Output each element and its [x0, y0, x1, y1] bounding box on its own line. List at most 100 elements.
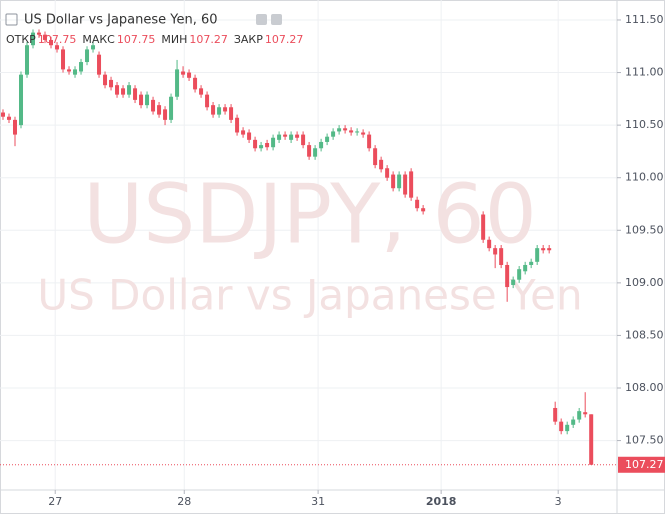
candle-body [325, 136, 330, 142]
last-price-label: 107.27 [625, 458, 664, 471]
candle-body [583, 412, 588, 415]
candle-body [391, 174, 396, 189]
candle-body [91, 45, 96, 50]
ohlc-value: 107.75 [117, 33, 156, 46]
candle-body [535, 248, 540, 262]
candle-body [223, 107, 228, 112]
candle-body [487, 239, 492, 249]
candle-body [241, 130, 246, 135]
ohlc-legend: ОТКР 107.75 МАКС 107.75 МИН 107.27 ЗАКР 107.27 [6, 33, 303, 46]
candle-body [7, 116, 12, 120]
ohlc-label: ОТКР [6, 33, 36, 46]
axes: 107.50 108.00 108.50 109.00 109.50 110.00 110.… [48, 13, 665, 508]
candle-body [211, 105, 216, 115]
candle-body [397, 174, 402, 189]
candle-body [529, 261, 534, 265]
candle-body [163, 109, 168, 120]
candle-body [43, 34, 48, 40]
candle-body [79, 62, 84, 72]
y-tick-label: 109.50 [625, 223, 664, 236]
candle-body [139, 94, 144, 106]
collapse-icon[interactable] [5, 13, 18, 26]
candle-body [31, 32, 36, 46]
ohlc-label: МИН [161, 33, 187, 46]
candle-body [13, 119, 18, 135]
candle-body [307, 145, 312, 157]
candle-body [55, 45, 60, 50]
candle-body [547, 248, 552, 251]
candle-body [409, 171, 414, 198]
candle-body [115, 85, 120, 95]
candle-body [355, 131, 360, 133]
candle-body [19, 74, 24, 126]
settings-icon[interactable] [271, 14, 282, 25]
candle-body [559, 421, 564, 432]
candle-body [319, 141, 324, 149]
ohlc-label: ЗАКР [234, 33, 263, 46]
ohlc-label: МАКС [82, 33, 115, 46]
chart-title: US Dollar vs Japanese Yen, 60 [24, 13, 218, 28]
candle-body [523, 264, 528, 272]
candle-body [505, 264, 510, 288]
candle-body [367, 134, 372, 149]
candle-body [37, 32, 42, 35]
candle-body [253, 139, 258, 149]
candle-body [157, 105, 162, 115]
watermark-symbol: USDJPY, 60 [83, 167, 537, 262]
candle-body [553, 407, 558, 422]
candle-body [49, 39, 54, 46]
candle-body [247, 132, 252, 140]
candle-body [187, 72, 192, 78]
candle-body [373, 148, 378, 166]
candle-body [145, 94, 150, 106]
candle-body [421, 208, 426, 212]
x-tick-label: 27 [48, 495, 62, 508]
candle-body [199, 88, 204, 95]
candle-body [193, 77, 198, 90]
candle-body [385, 168, 390, 178]
candle-body [415, 199, 420, 209]
last-price-badge [618, 456, 665, 473]
candle-body [517, 269, 522, 280]
candle-body [565, 424, 570, 432]
candle-body [361, 132, 366, 135]
y-tick-label: 108.00 [625, 381, 664, 394]
y-tick-label: 111.50 [625, 13, 664, 26]
y-tick-label: 108.50 [625, 328, 664, 341]
candle-body [133, 88, 138, 100]
candle-body [271, 137, 276, 148]
candle-body [541, 248, 546, 251]
candle-body [61, 49, 66, 70]
candle-body [481, 214, 486, 240]
y-tick-label: 110.00 [625, 171, 664, 184]
candle-body [403, 174, 408, 195]
candle-body [229, 107, 234, 120]
candle-body [493, 248, 498, 255]
y-tick-label: 111.00 [625, 66, 664, 79]
candle-body [109, 79, 114, 88]
candle-body [283, 134, 288, 137]
ohlc-value: 107.27 [265, 33, 304, 46]
x-tick-label: 2018 [426, 495, 457, 508]
y-tick-label: 109.00 [625, 276, 664, 289]
y-tick-label: 110.50 [625, 118, 664, 131]
candle-body [181, 71, 186, 75]
candle-body [259, 145, 264, 149]
candle-body [25, 45, 30, 75]
candle-body [175, 69, 180, 97]
candle-body [205, 94, 210, 108]
candle-body [511, 279, 516, 285]
candle-body [589, 414, 594, 465]
candle-body [289, 134, 294, 140]
candle-body [97, 54, 102, 75]
visibility-icon[interactable] [256, 14, 267, 25]
candle-body [577, 411, 582, 420]
ohlc-value: 107.75 [38, 33, 77, 46]
ohlc-value: 107.27 [189, 33, 228, 46]
candle-body [337, 128, 342, 132]
candle-body [265, 143, 270, 148]
candle-body [499, 248, 504, 265]
candle-body [379, 159, 384, 170]
candle-body [217, 107, 222, 115]
